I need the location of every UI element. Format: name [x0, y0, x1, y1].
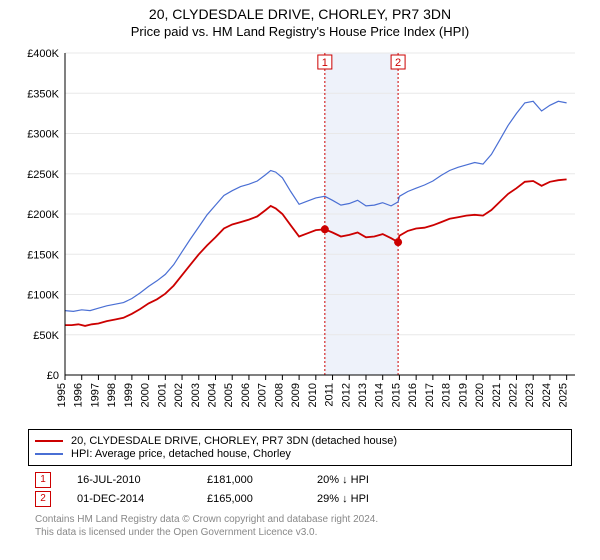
svg-text:£350K: £350K: [27, 88, 59, 100]
svg-text:2002: 2002: [173, 383, 185, 407]
marker-badge: 2: [35, 491, 51, 507]
svg-text:£250K: £250K: [27, 169, 59, 181]
marker-badge: 1: [35, 472, 51, 488]
title: 20, CLYDESDALE DRIVE, CHORLEY, PR7 3DN: [0, 6, 600, 22]
legend-swatch-blue: [35, 453, 63, 455]
trans-price: £165,000: [207, 493, 317, 505]
svg-text:1998: 1998: [106, 383, 118, 407]
svg-text:2: 2: [395, 57, 401, 69]
svg-text:2017: 2017: [424, 383, 436, 407]
svg-text:2021: 2021: [491, 383, 503, 407]
trans-date: 01-DEC-2014: [77, 493, 207, 505]
svg-text:1999: 1999: [123, 383, 135, 407]
svg-text:£50K: £50K: [33, 330, 59, 342]
svg-text:2016: 2016: [407, 383, 419, 407]
svg-text:2009: 2009: [290, 383, 302, 407]
footer-line1: Contains HM Land Registry data © Crown c…: [35, 513, 565, 526]
svg-text:£200K: £200K: [27, 209, 59, 221]
svg-text:1: 1: [322, 57, 328, 69]
svg-text:2006: 2006: [240, 383, 252, 407]
svg-text:2025: 2025: [558, 383, 570, 407]
svg-text:2004: 2004: [206, 383, 218, 407]
footer: Contains HM Land Registry data © Crown c…: [35, 513, 565, 539]
svg-text:1997: 1997: [89, 383, 101, 407]
svg-text:2022: 2022: [507, 383, 519, 407]
svg-text:1995: 1995: [56, 383, 68, 407]
line-chart: £0 £50K £100K £150K £200K £250K £300K £350K £400…: [15, 45, 585, 425]
svg-text:2024: 2024: [541, 383, 553, 407]
legend-label: HPI: Average price, detached house, Chor…: [71, 448, 291, 460]
svg-text:2008: 2008: [273, 383, 285, 407]
legend-item: HPI: Average price, detached house, Chor…: [35, 448, 565, 460]
svg-text:£0: £0: [47, 370, 59, 382]
svg-text:2001: 2001: [156, 383, 168, 407]
svg-text:2000: 2000: [140, 383, 152, 407]
legend-item: 20, CLYDESDALE DRIVE, CHORLEY, PR7 3DN (…: [35, 435, 565, 447]
legend: 20, CLYDESDALE DRIVE, CHORLEY, PR7 3DN (…: [28, 429, 572, 466]
svg-text:2015: 2015: [390, 383, 402, 407]
trans-price: £181,000: [207, 474, 317, 486]
svg-text:2010: 2010: [307, 383, 319, 407]
transactions: 1 16-JUL-2010 £181,000 20% ↓ HPI 2 01-DE…: [35, 472, 565, 507]
svg-text:2012: 2012: [340, 383, 352, 407]
trans-stat: 20% ↓ HPI: [317, 474, 437, 486]
footer-line2: This data is licensed under the Open Gov…: [35, 526, 565, 539]
trans-stat: 29% ↓ HPI: [317, 493, 437, 505]
svg-text:2019: 2019: [457, 383, 469, 407]
transaction-row: 2 01-DEC-2014 £165,000 29% ↓ HPI: [35, 491, 565, 507]
svg-text:2011: 2011: [324, 383, 336, 407]
svg-text:2003: 2003: [190, 383, 202, 407]
legend-swatch-red: [35, 440, 63, 442]
svg-text:£400K: £400K: [27, 48, 59, 60]
svg-text:2014: 2014: [374, 383, 386, 407]
trans-date: 16-JUL-2010: [77, 474, 207, 486]
svg-text:£300K: £300K: [27, 129, 59, 141]
chart-titles: 20, CLYDESDALE DRIVE, CHORLEY, PR7 3DN P…: [0, 0, 600, 39]
subtitle: Price paid vs. HM Land Registry's House …: [0, 24, 600, 39]
svg-text:2020: 2020: [474, 383, 486, 407]
svg-text:2013: 2013: [357, 383, 369, 407]
legend-label: 20, CLYDESDALE DRIVE, CHORLEY, PR7 3DN (…: [71, 435, 397, 447]
svg-text:£100K: £100K: [27, 290, 59, 302]
svg-text:£150K: £150K: [27, 249, 59, 261]
svg-text:2005: 2005: [223, 383, 235, 407]
svg-text:2023: 2023: [524, 383, 536, 407]
transaction-row: 1 16-JUL-2010 £181,000 20% ↓ HPI: [35, 472, 565, 488]
svg-text:2018: 2018: [441, 383, 453, 407]
svg-text:1996: 1996: [73, 383, 85, 407]
svg-text:2007: 2007: [257, 383, 269, 407]
